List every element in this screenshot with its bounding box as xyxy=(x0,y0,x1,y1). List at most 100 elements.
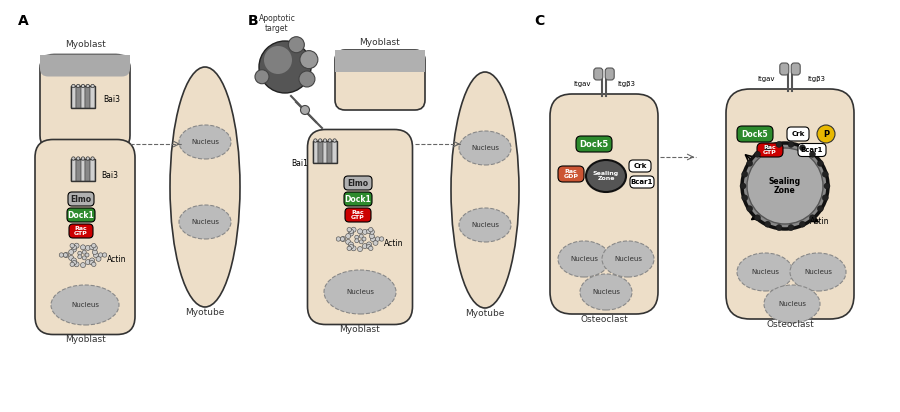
Text: Elmo: Elmo xyxy=(70,194,92,204)
Ellipse shape xyxy=(737,253,793,291)
Circle shape xyxy=(63,253,68,257)
Circle shape xyxy=(347,246,351,250)
Circle shape xyxy=(259,41,311,93)
Circle shape xyxy=(373,240,378,246)
Text: Nucleus: Nucleus xyxy=(346,289,374,295)
Circle shape xyxy=(370,236,375,241)
Text: Osteoclast: Osteoclast xyxy=(766,320,814,329)
Bar xyxy=(76,86,81,108)
Bar xyxy=(318,140,322,162)
Text: C: C xyxy=(534,14,544,28)
Bar xyxy=(86,159,90,180)
Circle shape xyxy=(355,239,359,243)
Circle shape xyxy=(799,145,806,151)
Bar xyxy=(90,86,95,108)
Text: Dock5: Dock5 xyxy=(580,140,608,148)
Circle shape xyxy=(366,244,371,249)
Circle shape xyxy=(64,253,68,258)
FancyBboxPatch shape xyxy=(787,127,809,141)
Ellipse shape xyxy=(790,253,846,291)
Circle shape xyxy=(77,251,82,255)
Text: Bcar1: Bcar1 xyxy=(801,147,824,153)
Circle shape xyxy=(357,229,363,234)
Circle shape xyxy=(76,84,80,88)
Circle shape xyxy=(337,237,340,241)
Circle shape xyxy=(72,260,76,265)
Circle shape xyxy=(754,215,760,221)
Circle shape xyxy=(74,262,79,267)
Bar xyxy=(71,159,76,180)
Text: Apoptotic
target: Apoptotic target xyxy=(258,14,295,33)
Text: Bai1: Bai1 xyxy=(291,159,308,168)
Circle shape xyxy=(72,157,75,160)
Ellipse shape xyxy=(179,205,231,239)
Bar xyxy=(335,50,425,72)
Bar xyxy=(81,159,86,180)
Circle shape xyxy=(98,253,103,257)
Text: Nucleus: Nucleus xyxy=(570,256,598,262)
FancyBboxPatch shape xyxy=(335,50,425,110)
Text: Rac
GDP: Rac GDP xyxy=(563,169,579,179)
Text: Myoblast: Myoblast xyxy=(65,40,105,49)
Circle shape xyxy=(349,229,354,234)
Circle shape xyxy=(369,246,373,250)
Text: Bcar1: Bcar1 xyxy=(631,179,653,185)
Text: Itgβ3: Itgβ3 xyxy=(807,76,825,82)
Text: Elmo: Elmo xyxy=(347,178,369,187)
Text: Dock1: Dock1 xyxy=(68,211,94,220)
Circle shape xyxy=(82,256,86,260)
Circle shape xyxy=(823,171,828,177)
Text: Sealing
Zone: Sealing Zone xyxy=(769,177,801,195)
Circle shape xyxy=(82,250,86,254)
FancyBboxPatch shape xyxy=(344,192,372,206)
Text: Crk: Crk xyxy=(634,163,647,169)
Circle shape xyxy=(359,234,364,238)
Circle shape xyxy=(319,139,322,142)
Circle shape xyxy=(380,237,383,241)
Text: Crk: Crk xyxy=(791,131,805,137)
Circle shape xyxy=(59,253,64,257)
Bar xyxy=(328,140,332,162)
Circle shape xyxy=(288,37,304,53)
Circle shape xyxy=(323,139,327,142)
Ellipse shape xyxy=(459,208,511,242)
Text: Dock5: Dock5 xyxy=(742,129,769,138)
Text: Rac
GTP: Rac GTP xyxy=(763,145,777,155)
Text: Actin: Actin xyxy=(384,239,403,248)
Circle shape xyxy=(348,242,354,247)
Circle shape xyxy=(369,227,373,232)
FancyBboxPatch shape xyxy=(68,192,94,206)
Circle shape xyxy=(74,243,79,248)
Text: Itgav: Itgav xyxy=(573,81,590,87)
Circle shape xyxy=(347,227,351,232)
Circle shape xyxy=(76,157,80,160)
Circle shape xyxy=(747,206,752,212)
Ellipse shape xyxy=(586,160,626,192)
Circle shape xyxy=(362,237,366,241)
FancyBboxPatch shape xyxy=(308,129,412,325)
Circle shape xyxy=(817,206,824,212)
Circle shape xyxy=(369,234,374,239)
Circle shape xyxy=(776,225,782,231)
FancyBboxPatch shape xyxy=(779,63,788,75)
Circle shape xyxy=(824,183,830,189)
FancyBboxPatch shape xyxy=(558,166,584,182)
Circle shape xyxy=(742,171,748,177)
Circle shape xyxy=(81,84,85,88)
FancyBboxPatch shape xyxy=(576,136,612,152)
Text: Bai3: Bai3 xyxy=(101,171,118,180)
Text: B: B xyxy=(248,14,258,28)
Ellipse shape xyxy=(451,72,519,308)
FancyBboxPatch shape xyxy=(757,143,783,157)
Circle shape xyxy=(90,258,94,263)
Circle shape xyxy=(363,229,367,234)
Circle shape xyxy=(91,84,94,88)
Circle shape xyxy=(71,258,76,263)
FancyBboxPatch shape xyxy=(345,208,371,222)
Circle shape xyxy=(348,231,354,236)
FancyBboxPatch shape xyxy=(594,68,603,80)
Circle shape xyxy=(341,236,346,241)
Circle shape xyxy=(333,139,337,142)
Text: Nucleus: Nucleus xyxy=(191,139,219,145)
Circle shape xyxy=(823,195,828,201)
